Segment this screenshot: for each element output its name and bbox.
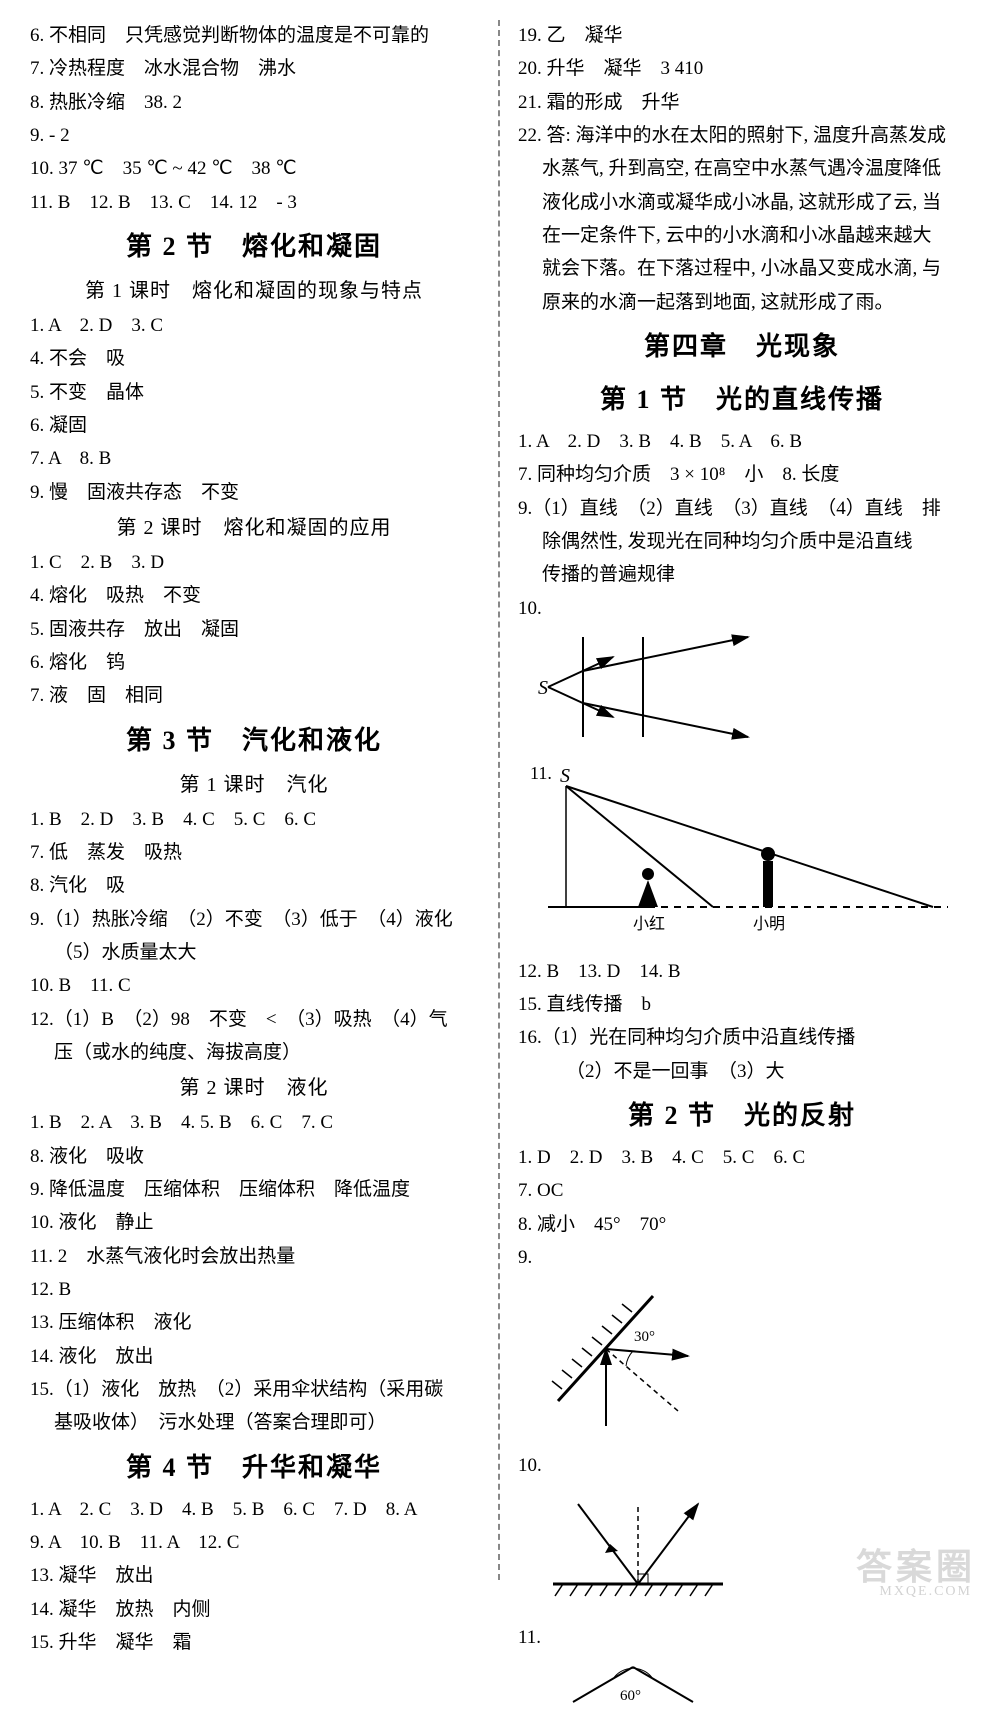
diagram-label: 11.: [518, 1622, 966, 1653]
subsection-heading: 第 2 课时 熔化和凝固的应用: [30, 512, 478, 545]
text-line: 8. 热胀冷缩 38. 2: [30, 87, 478, 118]
ray-diagram-10: S: [538, 632, 966, 752]
section-heading: 第 1 节 光的直线传播: [518, 379, 966, 422]
text-line: 5. 固液共存 放出 凝固: [30, 614, 478, 645]
text-line: 15. 直线传播 b: [518, 989, 966, 1020]
text-line: 14. 液化 放出: [30, 1341, 478, 1372]
text-line: 20. 升华 凝华 3 410: [518, 53, 966, 84]
text-line: 10. 37 ℃ 35 ℃ ~ 42 ℃ 38 ℃: [30, 153, 478, 184]
text-line: 水蒸气, 升到高空, 在高空中水蒸气遇冷温度降低: [518, 153, 966, 184]
text-line: （2）不是一回事 （3）大: [518, 1056, 966, 1087]
text-line: 1. D 2. D 3. B 4. C 5. C 6. C: [518, 1142, 966, 1173]
text-line: 1. A 2. D 3. B 4. B 5. A 6. B: [518, 426, 966, 457]
text-line: 1. B 2. A 3. B 4. 5. B 6. C 7. C: [30, 1107, 478, 1138]
text-line: 19. 乙 凝华: [518, 20, 966, 51]
text-line: 7. 低 蒸发 吸热: [30, 837, 478, 868]
text-line: 液化成小水滴或凝华成小冰晶, 这就形成了云, 当: [518, 187, 966, 218]
text-line: 7. OC: [518, 1175, 966, 1206]
text-line: 9. 降低温度 压缩体积 压缩体积 降低温度: [30, 1174, 478, 1205]
text-line: 就会下落。在下落过程中, 小冰晶又变成水滴, 与: [518, 253, 966, 284]
text-line: 4. 不会 吸: [30, 343, 478, 374]
section-heading: 第 2 节 熔化和凝固: [30, 226, 478, 269]
text-line: 8. 汽化 吸: [30, 870, 478, 901]
text-line: 6. 不相同 只凭感觉判断物体的温度是不可靠的: [30, 20, 478, 51]
text-line: 12. B: [30, 1274, 478, 1305]
text-line: 13. 压缩体积 液化: [30, 1307, 478, 1338]
subsection-heading: 第 1 课时 熔化和凝固的现象与特点: [30, 275, 478, 308]
watermark-text: 答案圈: [856, 1538, 976, 1590]
text-line: 压（或水的纯度、海拔高度）: [30, 1037, 478, 1068]
mirror-diagram-9: 30°: [538, 1281, 966, 1441]
text-line: 7. 液 固 相同: [30, 680, 478, 711]
text-line: 原来的水滴一起落到地面, 这就形成了雨。: [518, 287, 966, 318]
text-line: 9. - 2: [30, 120, 478, 151]
figure-name-xiaoming: 小明: [753, 915, 785, 933]
shadow-diagram-11: 11. S 小红 小明: [518, 764, 966, 949]
text-line: 16.（1）光在同种均匀介质中沿直线传播: [518, 1022, 966, 1053]
text-line: 10. B 11. C: [30, 970, 478, 1001]
text-line: 21. 霜的形成 升华: [518, 87, 966, 118]
text-line: 1. C 2. B 3. D: [30, 547, 478, 578]
text-line: 22. 答: 海洋中的水在太阳的照射下, 温度升高蒸发成: [518, 120, 966, 151]
text-line: 9. 慢 固液共存态 不变: [30, 477, 478, 508]
left-column: 6. 不相同 只凭感觉判断物体的温度是不可靠的 7. 冷热程度 冰水混合物 沸水…: [30, 20, 498, 1580]
text-line: 9. A 10. B 11. A 12. C: [30, 1527, 478, 1558]
section-heading: 第 3 节 汽化和液化: [30, 720, 478, 763]
text-line: 11. B 12. B 13. C 14. 12 - 3: [30, 187, 478, 218]
text-line: 11. 2 水蒸气液化时会放出热量: [30, 1241, 478, 1272]
text-line: 除偶然性, 发现光在同种均匀介质中是沿直线: [518, 526, 966, 557]
watermark-sub: MXQE.COM: [879, 1584, 972, 1600]
column-divider: [498, 20, 500, 1580]
subsection-heading: 第 1 课时 汽化: [30, 769, 478, 802]
subsection-heading: 第 2 课时 液化: [30, 1072, 478, 1105]
text-line: 6. 凝固: [30, 410, 478, 441]
text-line: 15. 升华 凝华 霜: [30, 1627, 478, 1658]
text-line: 10. 液化 静止: [30, 1207, 478, 1238]
text-line: 12. B 13. D 14. B: [518, 956, 966, 987]
text-line: 7. 冷热程度 冰水混合物 沸水: [30, 53, 478, 84]
text-line: 8. 减小 45° 70°: [518, 1209, 966, 1240]
angle-60-label: 60°: [620, 1688, 641, 1704]
text-line: 基吸收体） 污水处理（答案合理即可）: [30, 1407, 478, 1438]
text-line: 6. 熔化 钨: [30, 647, 478, 678]
text-line: 7. A 8. B: [30, 443, 478, 474]
text-line: 9.（1）热胀冷缩 （2）不变 （3）低于 （4）液化: [30, 904, 478, 935]
diagram-label: 10.: [518, 1450, 966, 1481]
text-line: 14. 凝华 放热 内侧: [30, 1594, 478, 1625]
text-line: 1. A 2. C 3. D 4. B 5. B 6. C 7. D 8. A: [30, 1494, 478, 1525]
section-heading: 第 2 节 光的反射: [518, 1095, 966, 1138]
point-s-label: S: [538, 677, 548, 699]
text-line: 15.（1）液化 放热 （2）采用伞状结构（采用碳: [30, 1374, 478, 1405]
figure-name-xiaohong: 小红: [633, 915, 665, 933]
point-s-label: S: [560, 765, 570, 787]
text-line: 1. B 2. D 3. B 4. C 5. C 6. C: [30, 804, 478, 835]
section-heading: 第 4 节 升华和凝华: [30, 1447, 478, 1490]
text-line: 9.（1）直线 （2）直线 （3）直线 （4）直线 排: [518, 493, 966, 524]
right-column: 19. 乙 凝华 20. 升华 凝华 3 410 21. 霜的形成 升华 22.…: [498, 20, 966, 1580]
text-line: 传播的普遍规律: [518, 559, 966, 590]
text-line: 在一定条件下, 云中的小水滴和小冰晶越来越大: [518, 220, 966, 251]
text-line: 8. 液化 吸收: [30, 1141, 478, 1172]
text-line: 1. A 2. D 3. C: [30, 310, 478, 341]
angle-diagram-11: 60°: [538, 1662, 966, 1722]
chapter-heading: 第四章 光现象: [518, 326, 966, 369]
text-line: 5. 不变 晶体: [30, 377, 478, 408]
text-line: 12.（1）B （2）98 不变 < （3）吸热 （4）气: [30, 1004, 478, 1035]
diagram-11-label: 11.: [530, 764, 552, 783]
text-line: 7. 同种均匀介质 3 × 10⁸ 小 8. 长度: [518, 459, 966, 490]
angle-30-label: 30°: [634, 1329, 655, 1345]
text-line: 4. 熔化 吸热 不变: [30, 580, 478, 611]
diagram-label: 10.: [518, 593, 966, 624]
diagram-label: 9.: [518, 1242, 966, 1273]
text-line: 13. 凝华 放出: [30, 1560, 478, 1591]
text-line: （5）水质量太大: [30, 937, 478, 968]
